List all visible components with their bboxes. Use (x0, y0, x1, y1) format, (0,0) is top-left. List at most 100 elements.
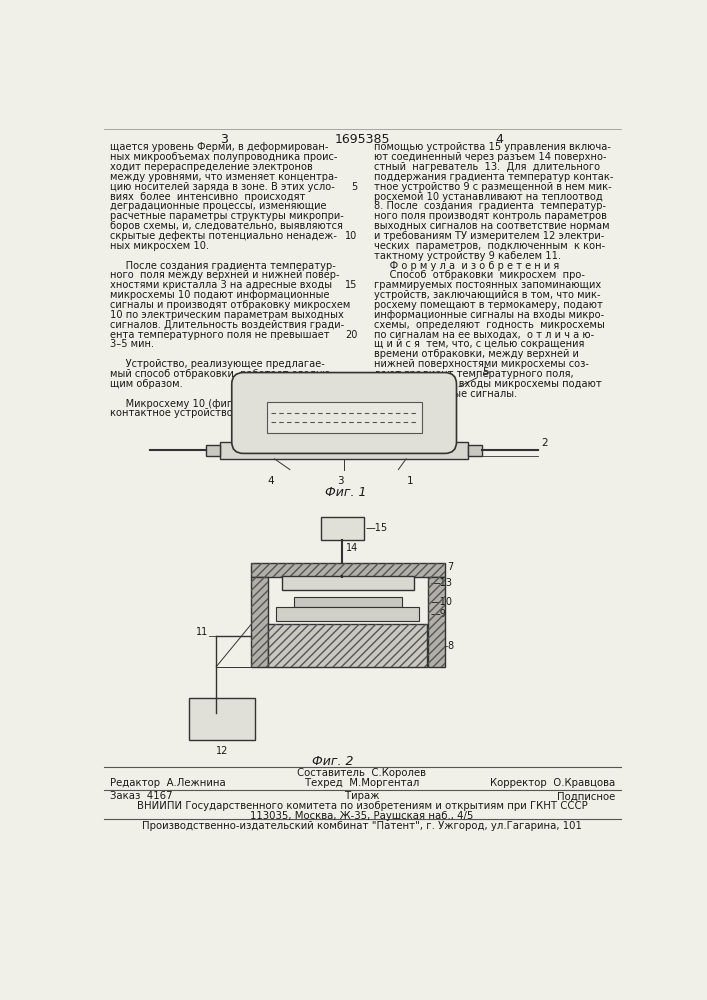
Text: поддержания градиента температур контак-: поддержания градиента температур контак- (373, 172, 613, 182)
Text: 12: 12 (216, 746, 228, 756)
Bar (293, 597, 402, 607)
Text: ВНИИПИ Государственного комитета по изобретениям и открытиям при ГКНТ СССР: ВНИИПИ Государственного комитета по изоб… (136, 801, 588, 811)
Text: —10: —10 (431, 597, 453, 607)
Bar (189, 698, 255, 740)
Text: Ф о р м у л а  и з о б р е т е н и я: Ф о р м у л а и з о б р е т е н и я (373, 261, 559, 271)
Bar (251, 563, 445, 577)
Text: мый способ отбраковки, работает следую-: мый способ отбраковки, работает следую- (110, 369, 334, 379)
Text: 25: 25 (345, 379, 357, 389)
Text: устройств, заключающийся в том, что мик-: устройств, заключающийся в том, что мик- (373, 290, 600, 300)
Bar (282, 576, 414, 590)
Text: боров схемы, и, следовательно, выявляются: боров схемы, и, следовательно, выявляютс… (110, 221, 343, 231)
Text: по сигналам на ее выходах,  о т л и ч а ю-: по сигналам на ее выходах, о т л и ч а ю… (373, 330, 594, 340)
Text: 7: 7 (448, 562, 453, 572)
Text: щается уровень Ферми, в деформирован-: щается уровень Ферми, в деформирован- (110, 142, 329, 152)
Text: ного  поля между верхней и нижней повер-: ного поля между верхней и нижней повер- (110, 270, 339, 280)
Bar (321, 517, 363, 540)
Bar (267, 402, 421, 433)
Text: щ и й с я  тем, что, с целью сокращения: щ и й с я тем, что, с целью сокращения (373, 339, 584, 349)
Text: Редактор  А.Лежнина: Редактор А.Лежнина (110, 778, 226, 788)
Text: цию носителей заряда в зоне. В этих усло-: цию носителей заряда в зоне. В этих усло… (110, 182, 335, 192)
Text: 4: 4 (495, 133, 503, 146)
Text: Микросхему 10 (фиг.2) устанавливают в: Микросхему 10 (фиг.2) устанавливают в (110, 399, 338, 409)
Text: ного поля производят контроль параметров: ного поля производят контроль параметров (373, 211, 607, 221)
Text: —13: —13 (431, 578, 453, 588)
Text: деградационные процессы, изменяющие: деградационные процессы, изменяющие (110, 201, 327, 211)
FancyBboxPatch shape (220, 442, 468, 459)
Text: ют соединенный через разъем 14 поверхно-: ют соединенный через разъем 14 поверхно- (373, 152, 606, 162)
Text: 5: 5 (351, 182, 357, 192)
Text: схемы,  определяют  годность  микросхемы: схемы, определяют годность микросхемы (373, 320, 604, 330)
Text: 3–5 мин.: 3–5 мин. (110, 339, 154, 349)
Text: Устройство, реализующее предлагае-: Устройство, реализующее предлагае- (110, 359, 325, 369)
Text: ных микросхем 10.: ных микросхем 10. (110, 241, 209, 251)
Text: 10: 10 (345, 231, 357, 241)
Bar (251, 577, 268, 667)
Bar (268, 624, 427, 667)
Text: 11: 11 (197, 627, 209, 637)
Text: Подписное: Подписное (557, 791, 615, 801)
Text: Техред  М.Моргентал: Техред М.Моргентал (305, 778, 419, 788)
Text: 15: 15 (345, 280, 357, 290)
Text: 4: 4 (267, 476, 274, 486)
Text: После создания градиента температур-: После создания градиента температур- (110, 261, 336, 271)
Text: 3: 3 (337, 476, 344, 486)
Text: росхемой 10 устанавливают на теплоотвод: росхемой 10 устанавливают на теплоотвод (373, 192, 602, 202)
Bar (268, 624, 427, 667)
Text: —9: —9 (431, 609, 447, 619)
Text: 20: 20 (345, 330, 357, 340)
Text: расчетные параметры структуры микропри-: расчетные параметры структуры микропри- (110, 211, 344, 221)
Text: Составитель  С.Королев: Составитель С.Королев (298, 768, 426, 778)
Text: щим образом.: щим образом. (110, 379, 183, 389)
Text: хностями кристалла 3 на адресные входы: хностями кристалла 3 на адресные входы (110, 280, 332, 290)
Text: Фиг. 2: Фиг. 2 (312, 755, 354, 768)
Text: выходных сигналов на соответствие нормам: выходных сигналов на соответствие нормам (373, 221, 609, 231)
Bar (276, 607, 419, 620)
Bar (428, 577, 445, 667)
Text: дают градиент температурного поля,: дают градиент температурного поля, (373, 369, 573, 379)
Text: —15: —15 (366, 523, 388, 533)
Text: сигналы и производят отбраковку микросхем: сигналы и производят отбраковку микросхе… (110, 300, 351, 310)
Bar (428, 577, 445, 667)
Text: Фиг. 1: Фиг. 1 (325, 486, 366, 499)
Text: 8: 8 (448, 641, 453, 651)
Text: Производственно-издательский комбинат "Патент", г. Ужгород, ул.Гагарина, 101: Производственно-издательский комбинат "П… (142, 821, 582, 831)
Text: Заказ  4167: Заказ 4167 (110, 791, 173, 801)
Text: тактному устройству 9 кабелем 11.: тактному устройству 9 кабелем 11. (373, 251, 561, 261)
Text: скрытые дефекты потенциально ненадеж-: скрытые дефекты потенциально ненадеж- (110, 231, 337, 241)
Text: между уровнями, что изменяет концентра-: между уровнями, что изменяет концентра- (110, 172, 338, 182)
Text: виях  более  интенсивно  происходят: виях более интенсивно происходят (110, 192, 305, 202)
FancyBboxPatch shape (232, 373, 457, 453)
Text: информационные сигналы.: информационные сигналы. (373, 389, 517, 399)
Text: 3: 3 (220, 133, 228, 146)
Text: 1: 1 (407, 476, 414, 486)
Bar (251, 563, 445, 577)
Text: 10 по электрическим параметрам выходных: 10 по электрическим параметрам выходных (110, 310, 344, 320)
Text: времени отбраковки, между верхней и: времени отбраковки, между верхней и (373, 349, 578, 359)
Text: 14: 14 (346, 543, 358, 553)
Text: 1695385: 1695385 (334, 133, 390, 146)
Text: и требованиям ТУ измерителем 12 электри-: и требованиям ТУ измерителем 12 электри- (373, 231, 604, 241)
Text: помощью устройства 15 управления включа-: помощью устройства 15 управления включа- (373, 142, 611, 152)
Text: ческих  параметров,  подключенным  к кон-: ческих параметров, подключенным к кон- (373, 241, 604, 251)
Text: Способ  отбраковки  микросхем  про-: Способ отбраковки микросхем про- (373, 270, 585, 280)
Text: 8. После  создания  градиента  температур-: 8. После создания градиента температур- (373, 201, 606, 211)
Text: нижней поверхностями микросхемы соз-: нижней поверхностями микросхемы соз- (373, 359, 588, 369)
Text: граммируемых постоянных запоминающих: граммируемых постоянных запоминающих (373, 280, 601, 290)
Bar (468, 445, 482, 456)
Text: ных микрообъемах полупроводника проис-: ных микрообъемах полупроводника проис- (110, 152, 337, 162)
Text: 5: 5 (482, 367, 489, 377)
Text: ходит перераспределение электронов: ходит перераспределение электронов (110, 162, 312, 172)
Text: 113035, Москва, Ж-35, Раушская наб., 4/5: 113035, Москва, Ж-35, Раушская наб., 4/5 (250, 811, 474, 821)
Text: сигналов. Длительность воздействия гради-: сигналов. Длительность воздействия гради… (110, 320, 344, 330)
Text: при котором на входы микросхемы подают: при котором на входы микросхемы подают (373, 379, 602, 389)
Text: контактное устройство 9 камеры 7. Затем с: контактное устройство 9 камеры 7. Затем … (110, 408, 341, 418)
Bar (251, 577, 268, 667)
Text: 2: 2 (542, 438, 549, 448)
Bar (206, 445, 220, 456)
Text: микросхемы 10 подают информационные: микросхемы 10 подают информационные (110, 290, 329, 300)
Text: ента температурного поля не превышает: ента температурного поля не превышает (110, 330, 329, 340)
Text: информационные сигналы на входы микро-: информационные сигналы на входы микро- (373, 310, 604, 320)
Text: росхему помещают в термокамеру, подают: росхему помещают в термокамеру, подают (373, 300, 602, 310)
Text: стный  нагреватель  13.  Для  длительного: стный нагреватель 13. Для длительного (373, 162, 600, 172)
